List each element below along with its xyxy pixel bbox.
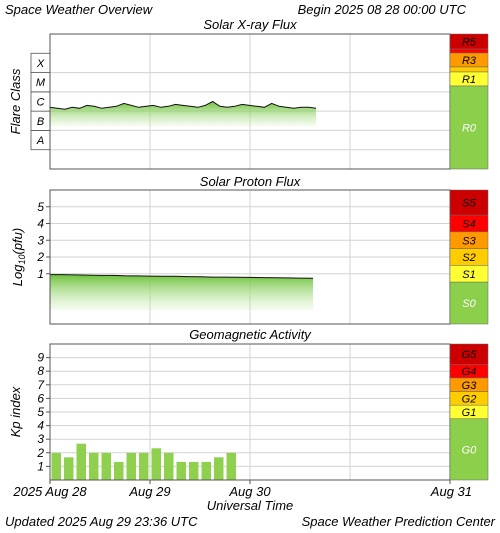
flare-class-label-a: A — [36, 135, 44, 147]
kp-bar — [176, 461, 186, 480]
page-title: Space Weather Overview — [5, 2, 153, 17]
flare-class-label-c: C — [37, 97, 45, 109]
proton-ylabel: Log10(pfu) — [10, 228, 27, 286]
kp-ytick-label: 1 — [37, 459, 44, 473]
proton-ytick-label: 2 — [36, 250, 44, 264]
flare-class-label-x: X — [36, 58, 45, 70]
kp-ytick-label: 5 — [37, 405, 44, 419]
scale-label-s2: S2 — [462, 252, 475, 264]
begin-label: Begin — [297, 2, 331, 17]
scale-label-r0: R0 — [462, 123, 477, 135]
xray-flux-line — [49, 100, 317, 110]
scale-label-g2: G2 — [462, 393, 477, 405]
proton-ytick-label: 5 — [37, 200, 44, 214]
kp-bar — [76, 443, 86, 480]
kp-bar — [51, 452, 61, 480]
scale-label-g5: G5 — [462, 349, 478, 361]
updated-timestamp: Updated 2025 Aug 29 23:36 UTC — [5, 514, 198, 529]
scale-label-r5: R5 — [462, 37, 477, 49]
scale-label-g4: G4 — [462, 366, 477, 378]
flare-class-label-m: M — [36, 77, 46, 89]
proton-ytick-label: 1 — [37, 267, 44, 281]
scale-label-g3: G3 — [462, 380, 478, 392]
proton-scale-block — [449, 281, 489, 325]
xray-scale-block — [449, 66, 489, 73]
xtick-label: 2025 Aug 28 — [12, 484, 87, 499]
kp-bar — [151, 448, 161, 480]
kp-ytick-label: 8 — [37, 364, 44, 378]
updated-value: 2025 Aug 29 23:36 UTC — [57, 514, 198, 529]
scale-label-s0: S0 — [462, 298, 476, 310]
kp-ytick-label: 2 — [36, 446, 44, 460]
kp-ytick-label: 4 — [37, 419, 44, 433]
xtick-label: Aug 29 — [128, 484, 170, 499]
proton-scale-block — [449, 189, 489, 216]
kp-bar — [64, 457, 74, 480]
kp-bar — [164, 452, 174, 480]
kp-bar — [89, 452, 99, 480]
kp-bar — [126, 452, 136, 480]
scale-label-s5: S5 — [462, 198, 476, 210]
kp-bar — [139, 452, 149, 480]
kp-bar — [214, 457, 224, 480]
kp-ytick-label: 7 — [37, 378, 45, 392]
proton-flux-area — [50, 274, 313, 310]
xtick-label: Aug 30 — [228, 484, 271, 499]
kp-ytick-label: 9 — [37, 351, 44, 365]
xray-scale-block — [449, 85, 489, 170]
kp-bar — [114, 461, 124, 480]
begin-value: 2025 08 28 00:00 UTC — [334, 2, 466, 17]
xtick-label: Aug 31 — [430, 484, 472, 499]
kp-ylabel: Kp index — [8, 386, 23, 437]
scale-label-s4: S4 — [462, 219, 475, 231]
scale-label-s3: S3 — [462, 235, 476, 247]
kp-scale-block — [449, 418, 489, 481]
scale-label-g0: G0 — [462, 444, 478, 456]
scale-label-r1: R1 — [462, 74, 476, 86]
kp-bar — [101, 452, 111, 480]
kp-bar — [201, 461, 211, 480]
kp-bar — [189, 461, 199, 480]
proton-title: Solar Proton Flux — [199, 174, 301, 189]
scale-label-r3: R3 — [462, 55, 477, 67]
flare-class-label-b: B — [37, 116, 44, 128]
xray-ylabel: Flare Class — [8, 68, 23, 134]
geomag-title: Geomagnetic Activity — [189, 327, 311, 342]
scale-label-g1: G1 — [462, 407, 477, 419]
xray-flux-area — [50, 101, 316, 126]
updated-label: Updated — [5, 514, 55, 529]
proton-ytick-label: 3 — [37, 233, 44, 247]
proton-ytick-label: 4 — [37, 217, 44, 231]
scale-label-s1: S1 — [462, 269, 475, 281]
kp-ytick-label: 6 — [37, 391, 44, 405]
xaxis-label: Universal Time — [206, 498, 294, 513]
xray-scale-block — [449, 48, 489, 54]
kp-bar — [226, 452, 236, 480]
proton-flux-line — [49, 274, 314, 279]
begin-timestamp: Begin 2025 08 28 00:00 UTC — [298, 2, 466, 17]
kp-ytick-label: 3 — [37, 432, 44, 446]
source-credit: Space Weather Prediction Center — [301, 514, 495, 529]
xray-title: Solar X-ray Flux — [203, 17, 297, 32]
